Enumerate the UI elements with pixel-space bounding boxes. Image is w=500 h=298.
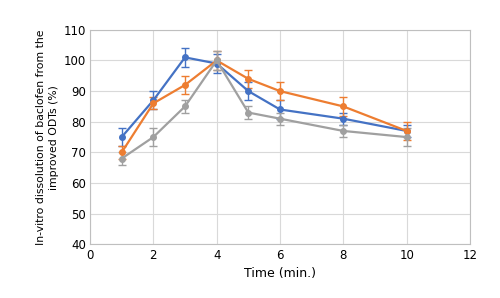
Y-axis label: In-vitro dissolution of baclofen from the
improved ODTs (%): In-vitro dissolution of baclofen from th… <box>36 29 60 245</box>
X-axis label: Time (min.): Time (min.) <box>244 267 316 280</box>
